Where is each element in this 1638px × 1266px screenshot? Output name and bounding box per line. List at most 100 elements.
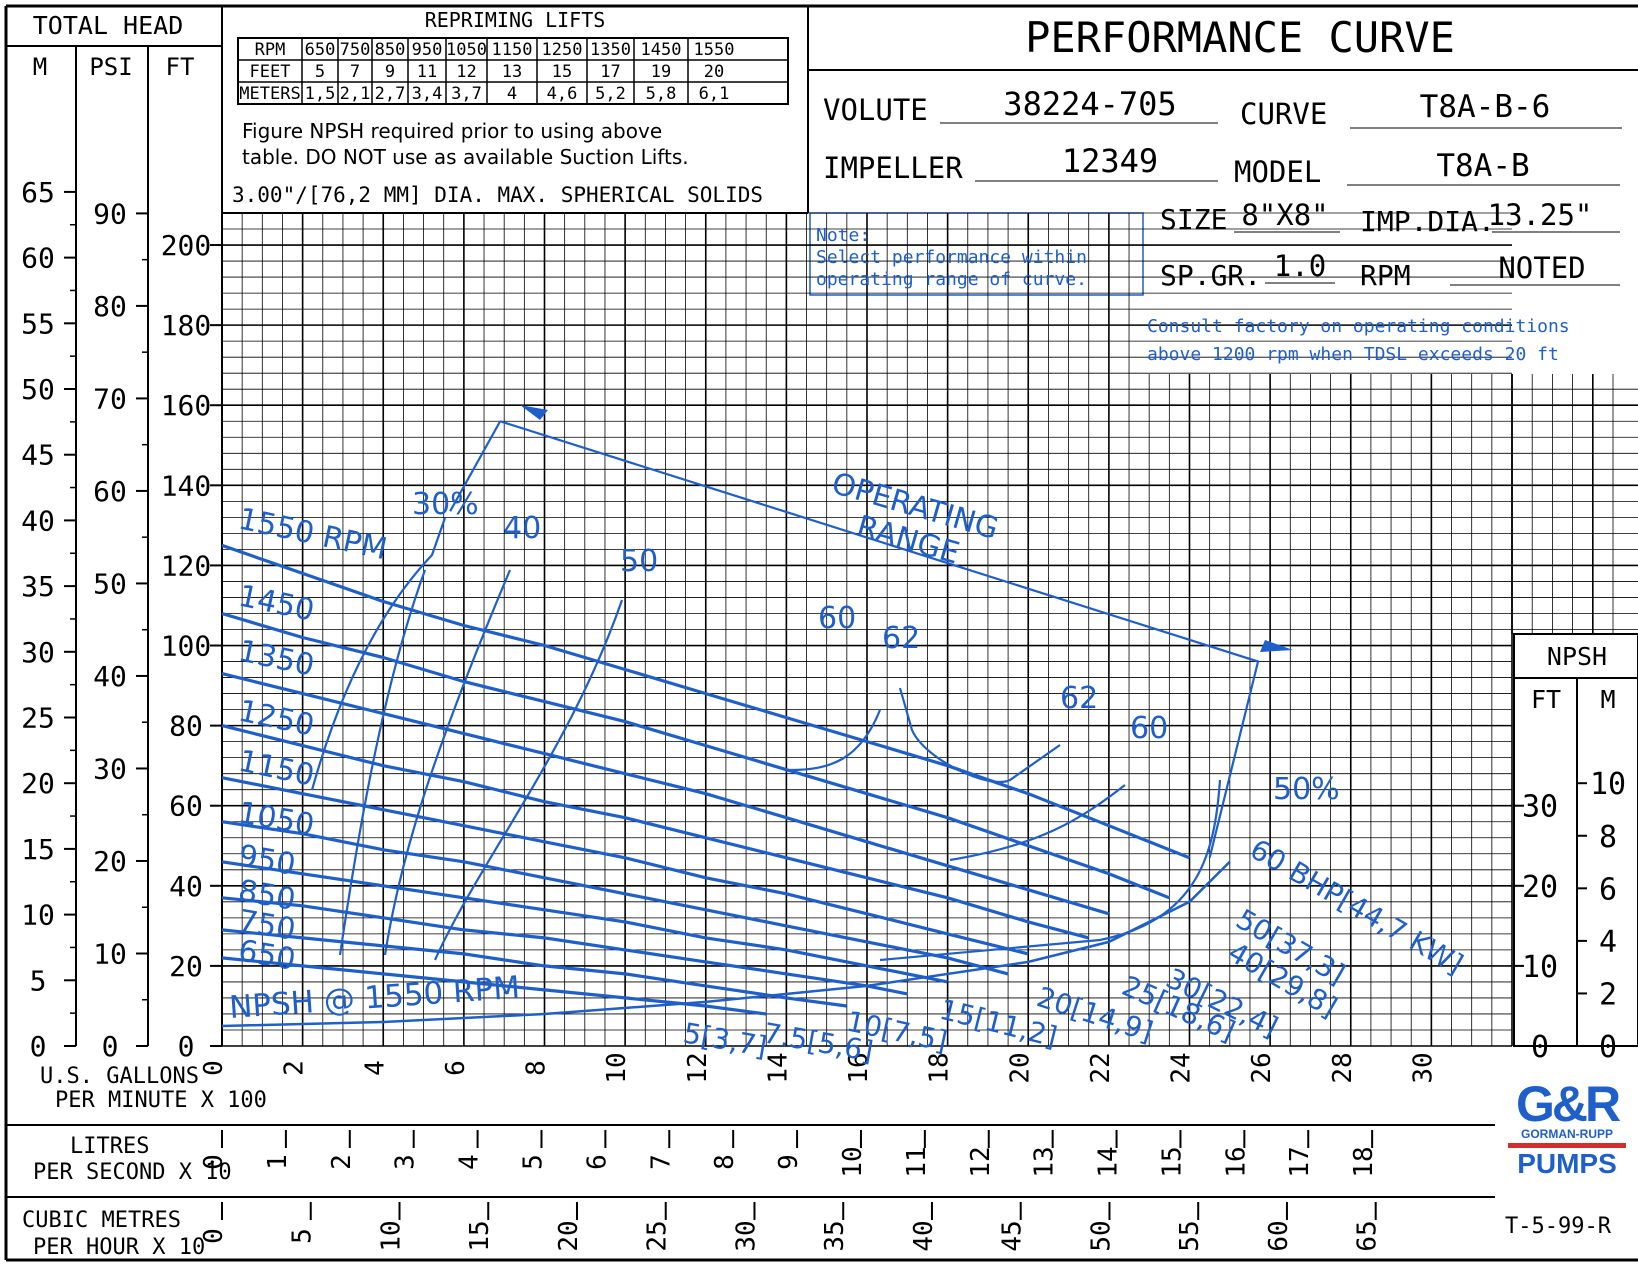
model-value: T8A-B: [1436, 148, 1529, 184]
psi-tick-label: 40: [93, 660, 127, 693]
efficiency-curve: [310, 517, 447, 791]
repriming-cell: 20: [704, 62, 724, 82]
efficiency-curve: [433, 599, 624, 961]
lps-tick-label: 14: [1094, 1146, 1124, 1177]
ft-tick-label: 140: [161, 469, 212, 502]
npsh-m-tick-label: 2: [1599, 977, 1617, 1012]
m3h-tick-label: 60: [1264, 1220, 1294, 1251]
repriming-cell: 17: [600, 62, 620, 82]
series-label: 1050: [236, 795, 317, 843]
ft-tick-label: 200: [161, 229, 212, 262]
gpm-tick-label: 0: [199, 1060, 229, 1076]
repriming-cell: 1450: [641, 40, 682, 60]
impeller-value: 12349: [1062, 142, 1158, 180]
repriming-cell: 9: [385, 62, 395, 82]
repriming-cell: 1250: [542, 40, 583, 60]
gpm-tick-label: 2: [280, 1060, 310, 1076]
m-tick-label: 40: [21, 504, 55, 537]
lps-tick-label: 6: [582, 1154, 612, 1170]
m3h-axis-label-2: PER HOUR X 10: [33, 1235, 205, 1260]
lps-tick-label: 15: [1157, 1146, 1187, 1177]
m3h-tick-label: 0: [199, 1228, 229, 1244]
repriming-cell: 1350: [590, 40, 631, 60]
head-curve: [221, 860, 948, 984]
repriming-table: RPMFEETMETERS65051,575072,185092,7950113…: [237, 37, 789, 105]
gpm-axis-label-1: U.S. GALLONS: [40, 1064, 199, 1089]
repriming-cell: 5: [315, 62, 325, 82]
figure-note-line1: Figure NPSH required prior to using abov…: [242, 119, 662, 143]
curve-label: CURVE: [1240, 97, 1327, 131]
volute-label: VOLUTE: [823, 93, 928, 127]
eff-40-label: 40: [503, 511, 541, 546]
npsh-ft-tick-label: 0: [1531, 1030, 1549, 1065]
lps-tick-label: 8: [710, 1154, 740, 1170]
m-tick-label: 45: [21, 439, 55, 472]
m3h-tick-label: 45: [998, 1220, 1028, 1251]
ft-tick-label: 180: [161, 309, 212, 342]
lps-tick-label: 3: [391, 1154, 421, 1170]
head-curve: [221, 672, 1110, 916]
col-ft-label: FT: [166, 53, 195, 81]
repriming-cell: 3,4: [412, 84, 443, 104]
lps-tick-label: 13: [1030, 1146, 1060, 1177]
page-title: PERFORMANCE CURVE: [1025, 13, 1455, 62]
npsh-title: NPSH: [1547, 642, 1607, 671]
npsh-m-tick-label: 4: [1599, 925, 1617, 960]
repriming-cell: 2,7: [375, 84, 406, 104]
note-title: Note:: [816, 225, 870, 246]
gpm-axis-label-2: PER MINUTE X 100: [55, 1088, 267, 1113]
col-psi-label: PSI: [89, 53, 132, 81]
logo-pumps: PUMPS: [1517, 1148, 1617, 1179]
note-line1: Select performance within: [816, 247, 1087, 268]
series-label: 1250: [235, 694, 317, 744]
ft-tick-label: 160: [161, 389, 212, 422]
lps-tick-label: 18: [1349, 1146, 1379, 1177]
rpm-label: RPM: [1360, 259, 1411, 292]
gpm-tick-label: 30: [1408, 1052, 1438, 1083]
eff-50-label: 50: [620, 544, 658, 579]
figure-note-line2: table. DO NOT use as available Suction L…: [242, 145, 689, 169]
psi-tick-label: 60: [93, 475, 127, 508]
eff-62a-label: 62: [882, 621, 920, 656]
m3h-tick-label: 50: [1086, 1220, 1116, 1251]
repriming-cell: 5,8: [646, 84, 677, 104]
lps-tick-label: 17: [1285, 1146, 1315, 1177]
repriming-cell: 1,5: [305, 84, 336, 104]
gpm-tick-label: 24: [1167, 1052, 1197, 1083]
gorman-rupp-logo: G&R GORMAN-RUPP PUMPS: [1508, 1076, 1626, 1179]
psi-tick-label: 70: [93, 382, 127, 415]
psi-tick-label: 10: [93, 937, 127, 970]
operating-range-arrow-right: [1260, 640, 1293, 652]
logo-gorman-rupp: GORMAN-RUPP: [1521, 1127, 1613, 1141]
psi-tick-label: 50: [93, 567, 127, 600]
lps-tick-label: 16: [1221, 1146, 1251, 1177]
repriming-cell: 7: [350, 62, 360, 82]
efficiency-curve: [338, 569, 427, 956]
logo-mark: G&R: [1515, 1076, 1621, 1132]
psi-tick-label: 20: [93, 845, 127, 878]
curve-value: T8A-B-6: [1420, 89, 1551, 125]
gpm-tick-label: 10: [602, 1052, 632, 1083]
solids-label: 3.00"/[76,2 MM] DIA. MAX. SPHERICAL SOLI…: [232, 183, 763, 207]
gpm-tick-label: 8: [522, 1060, 552, 1076]
efficiency-curve: [898, 687, 1061, 783]
gpm-tick-label: 6: [441, 1060, 471, 1076]
ft-tick-label: 20: [169, 950, 203, 983]
repriming-cell: 950: [412, 40, 443, 60]
note-box: [809, 212, 1144, 296]
volute-value: 38224-705: [1003, 85, 1176, 123]
col-m-label: M: [33, 53, 47, 81]
consult-line1: Consult factory on operating conditions: [1147, 316, 1570, 337]
logo-red-bar: [1508, 1143, 1626, 1148]
m3h-tick-label: 30: [731, 1220, 761, 1251]
ft-tick-label: 100: [161, 630, 212, 663]
lps-tick-label: 11: [902, 1146, 932, 1177]
npsh-ft-tick-label: 10: [1522, 950, 1558, 985]
m-tick-label: 35: [21, 570, 55, 603]
ft-tick-label: 0: [178, 1030, 195, 1063]
repriming-cell: 15: [552, 62, 572, 82]
series-label: 1350: [235, 634, 317, 684]
ft-tick-label: 60: [169, 790, 203, 823]
npsh-m-tick-label: 0: [1599, 1030, 1617, 1065]
head-curve: [221, 724, 1090, 940]
